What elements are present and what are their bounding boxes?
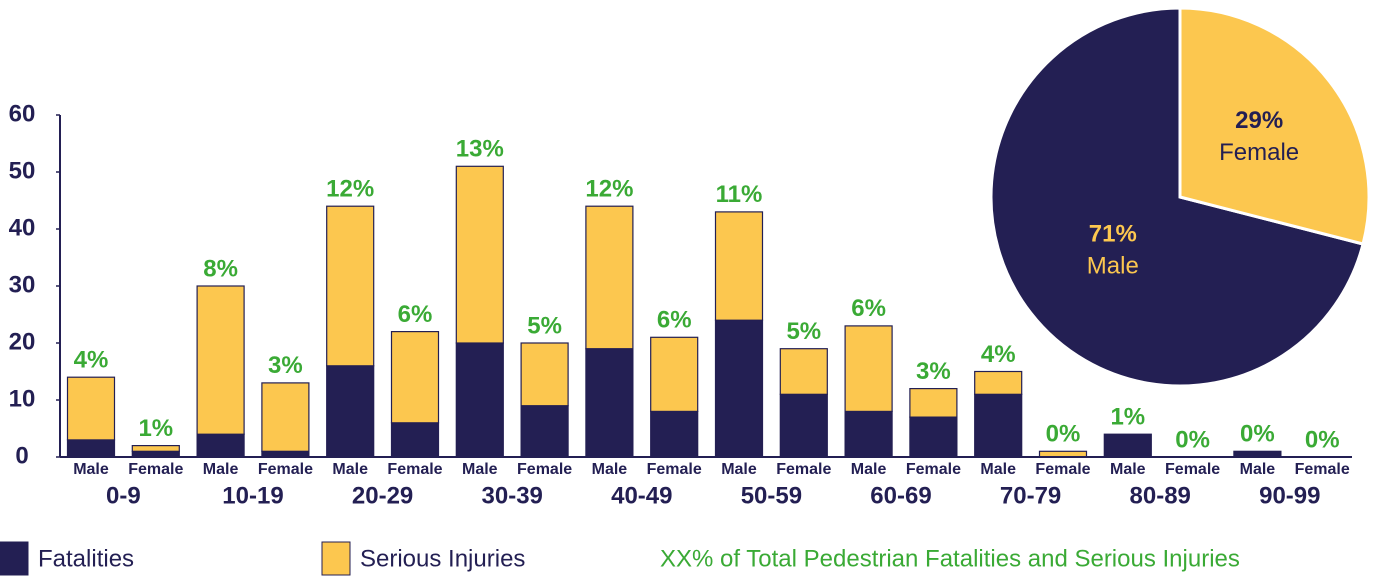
- x-tick-label: Female: [258, 461, 313, 478]
- bar-segment: [909, 388, 958, 418]
- group-label: 90-99: [1259, 482, 1320, 509]
- bar-segment: [844, 325, 893, 412]
- x-tick-label: Female: [1295, 461, 1350, 478]
- group-label: 10-19: [222, 482, 283, 509]
- x-tick-label: Female: [1035, 461, 1090, 478]
- bar-annotation: 12%: [326, 176, 374, 203]
- x-tick-label: Female: [1165, 461, 1220, 478]
- pie-slice: [989, 6, 1365, 388]
- bar-segment: [909, 416, 958, 458]
- y-tick-label: 50: [9, 157, 36, 184]
- bar-segment: [455, 165, 504, 344]
- pie-category-label: Male: [1087, 252, 1139, 279]
- bar-segment: [196, 285, 245, 435]
- x-tick-label: Male: [721, 461, 757, 478]
- bar-segment: [974, 393, 1023, 458]
- x-tick-label: Female: [128, 461, 183, 478]
- bar-annotation: 5%: [527, 312, 562, 339]
- bar-annotation: 0%: [1240, 421, 1275, 448]
- bar-segment: [714, 211, 764, 321]
- group-label: 40-49: [611, 482, 672, 509]
- bar-segment: [261, 382, 310, 452]
- bar-segment: [779, 393, 828, 458]
- x-tick-label: Male: [73, 461, 109, 478]
- y-tick-label: 20: [9, 328, 36, 355]
- bar-segment: [714, 319, 764, 458]
- bar-annotation: 0%: [1175, 426, 1210, 453]
- group-label: 70-79: [1000, 482, 1061, 509]
- legend-swatch: [0, 541, 29, 576]
- bar-annotation: 5%: [786, 318, 821, 345]
- bar-annotation: 6%: [657, 307, 692, 334]
- x-tick-label: Male: [1110, 461, 1146, 478]
- bar-segment: [326, 365, 375, 458]
- group-label: 20-29: [352, 482, 413, 509]
- bar-annotation: 4%: [74, 347, 109, 374]
- bar-segment: [650, 410, 699, 458]
- bar-segment: [974, 370, 1023, 395]
- bar-segment: [390, 331, 440, 424]
- x-tick-label: Male: [851, 461, 887, 478]
- group-label: 0-9: [106, 482, 141, 509]
- bar-annotation: 11%: [716, 181, 763, 208]
- x-tick-label: Male: [1240, 461, 1276, 478]
- legend-label: Serious Injuries: [360, 545, 525, 572]
- group-label: 30-39: [482, 482, 543, 509]
- x-tick-label: Female: [906, 461, 961, 478]
- group-label: 60-69: [870, 482, 931, 509]
- x-tick-label: Male: [332, 461, 368, 478]
- x-tick-label: Male: [462, 461, 498, 478]
- y-tick-label: 60: [9, 100, 36, 127]
- bar-annotation: 6%: [851, 295, 886, 322]
- bar-segment: [779, 348, 828, 395]
- bar-annotation: 8%: [203, 255, 238, 282]
- bar-segment: [844, 410, 893, 458]
- pie-value-label: 71%: [1089, 220, 1137, 247]
- legend-label: Fatalities: [38, 545, 134, 572]
- pie-category-label: Female: [1219, 139, 1299, 166]
- bar-segment: [66, 439, 116, 458]
- bar-annotation: 12%: [585, 176, 633, 203]
- bar-annotation: 1%: [138, 415, 173, 442]
- bar-segment: [520, 342, 569, 407]
- x-tick-label: Male: [980, 461, 1016, 478]
- bar-annotation: 3%: [268, 352, 303, 379]
- bar-annotation: 0%: [1305, 426, 1340, 453]
- bar-annotation: 13%: [456, 136, 504, 163]
- group-label: 50-59: [741, 482, 802, 509]
- x-tick-label: Female: [387, 461, 442, 478]
- bar-segment: [131, 445, 180, 452]
- x-tick-label: Male: [592, 461, 628, 478]
- y-tick-label: 30: [9, 271, 36, 298]
- x-tick-label: Female: [647, 461, 702, 478]
- bar-annotation: 4%: [981, 341, 1016, 368]
- bar-annotation: 0%: [1046, 421, 1081, 448]
- bar-annotation: 6%: [398, 301, 433, 328]
- bar-segment: [66, 376, 116, 441]
- x-tick-label: Male: [203, 461, 239, 478]
- x-tick-label: Female: [776, 461, 831, 478]
- bar-segment: [196, 433, 245, 458]
- group-label: 80-89: [1130, 482, 1191, 509]
- bar-annotation: 3%: [916, 358, 951, 385]
- bar-segment: [520, 405, 569, 458]
- bar-segment: [455, 342, 504, 458]
- pie-value-label: 29%: [1235, 107, 1283, 134]
- bar-segment: [585, 348, 634, 458]
- bar-annotation: 1%: [1110, 404, 1145, 431]
- y-tick-label: 40: [9, 214, 36, 241]
- y-tick-label: 0: [15, 442, 28, 469]
- pie-slice: [1178, 6, 1371, 246]
- x-tick-label: Female: [517, 461, 572, 478]
- legend-note: XX% of Total Pedestrian Fatalities and S…: [660, 545, 1240, 572]
- bar-segment: [1103, 433, 1152, 458]
- bar-segment: [650, 336, 699, 412]
- bar-segment: [390, 422, 440, 458]
- bar-segment: [585, 205, 634, 350]
- bar-segment: [326, 205, 375, 367]
- y-tick-label: 10: [9, 385, 36, 412]
- legend-swatch: [321, 541, 351, 576]
